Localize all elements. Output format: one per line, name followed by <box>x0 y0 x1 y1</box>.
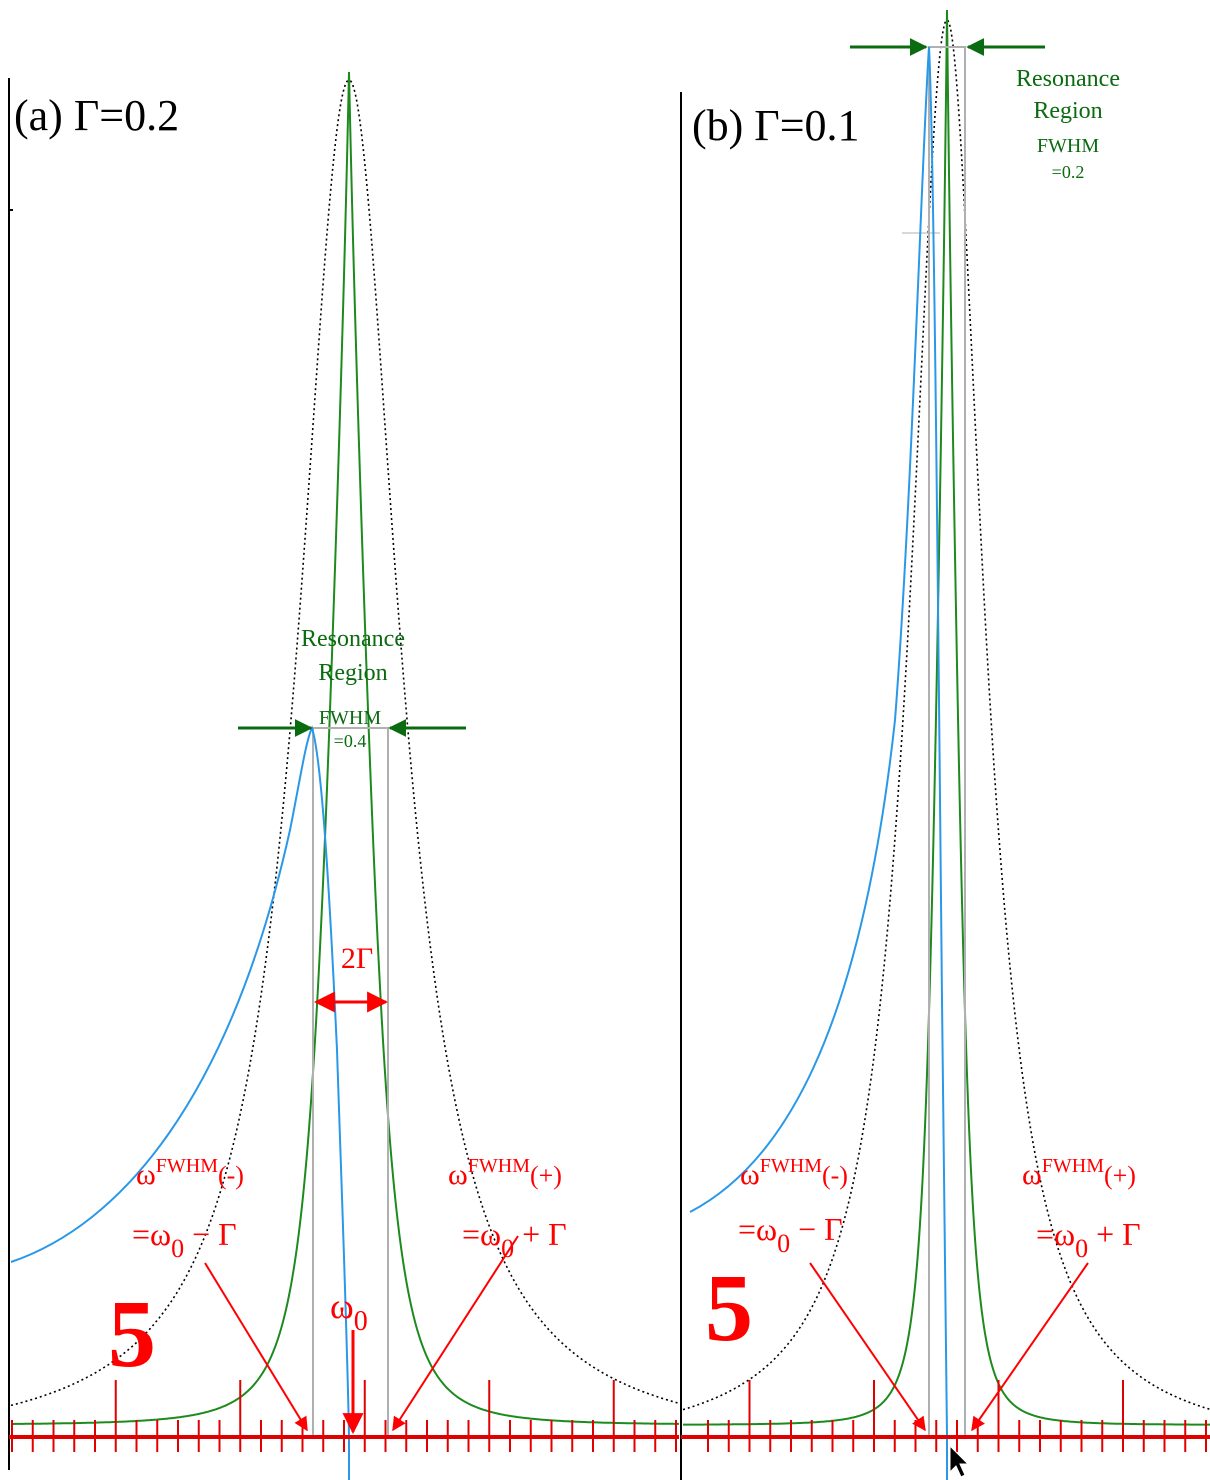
panel-b-plus-formula: =ω0 + Γ <box>1036 1216 1141 1263</box>
panel-a-minus-arrow <box>204 1262 308 1432</box>
mouse-pointer-icon <box>949 1444 970 1478</box>
panel-b-fwhm-value: =0.2 <box>1052 162 1085 182</box>
panel-a-omega0-symbol: ω <box>330 1286 354 1326</box>
panel-a-plus-sup: FWHM <box>468 1155 530 1177</box>
panel-a-minus-formula: =ω0 − Γ <box>132 1216 237 1263</box>
panel-a-dotted-curve <box>10 79 680 1407</box>
panel-b-fwhm-label: FWHM <box>1037 135 1099 157</box>
panel-a-blue-curve <box>10 725 350 1437</box>
panel-a-minus-sub: 0 <box>171 1234 184 1263</box>
panel-a-minus-rest: − Γ <box>184 1216 237 1252</box>
panel-b-minus-arrow <box>809 1262 926 1432</box>
panel-b-minus-sup: FWHM <box>760 1155 822 1177</box>
panel-b-minus-formula: =ω0 − Γ <box>738 1211 843 1258</box>
panel-a-omega0-label: ω0 <box>330 1286 368 1337</box>
panel-b-minus-omega: ω <box>740 1158 760 1191</box>
panel-b-big-number: 5 <box>705 1254 753 1361</box>
panel-b-minus-label: ωFWHM(-) <box>740 1155 848 1191</box>
panel-a-plus-rest: + Γ <box>514 1216 567 1252</box>
panel-a-minus-eq: =ω <box>132 1216 171 1252</box>
panel-b-region-line1: Resonance <box>1016 66 1120 92</box>
panel-b-title: (b) Γ=0.1 <box>692 101 860 150</box>
panel-b-minus-rest: − Γ <box>790 1211 843 1247</box>
panel-b: (b) Γ=0.1 Resonance Region FWHM =0.2 ωFW… <box>680 9 1210 1480</box>
panel-b-region-line2: Region <box>1033 98 1102 124</box>
panel-a-plus-eq: =ω <box>462 1216 501 1252</box>
panel-b-blue-curve <box>689 46 948 1437</box>
panel-a-width-label: 2Γ <box>341 942 373 975</box>
panel-b-minus-sub: 0 <box>777 1229 790 1258</box>
panel-a-omega0-subscript: 0 <box>354 1306 368 1337</box>
panel-b-plus-tail: (+) <box>1104 1161 1136 1190</box>
panel-a-minus-label: ωFWHM(-) <box>136 1155 244 1191</box>
panel-b-plus-sub: 0 <box>1075 1234 1088 1263</box>
panel-b-plus-sup: FWHM <box>1042 1155 1104 1177</box>
panel-a-title: (a) Γ=0.2 <box>14 91 179 140</box>
panel-a-green-curve <box>11 71 679 1425</box>
panel-b-dotted-curve <box>682 19 1210 1411</box>
panel-b-plus-omega: ω <box>1022 1158 1042 1191</box>
panel-a-plus-label: ωFWHM(+) <box>448 1155 562 1191</box>
panel-a: (a) Γ=0.2 Resonance Region FWHM =0.4 2Γ … <box>8 71 680 1480</box>
panel-a-region-line1: Resonance <box>301 626 405 652</box>
panel-b-plus-rest: + Γ <box>1088 1216 1141 1252</box>
panel-a-plus-arrow <box>392 1235 519 1432</box>
panel-b-minus-eq: =ω <box>738 1211 777 1247</box>
panel-b-plus-arrow <box>971 1262 1089 1432</box>
panel-a-minus-sup: FWHM <box>156 1155 218 1177</box>
panel-a-minus-omega: ω <box>136 1158 156 1191</box>
panel-a-region-line2: Region <box>318 660 387 686</box>
panel-a-minus-tail: (-) <box>218 1161 244 1190</box>
panel-b-minus-tail: (-) <box>822 1161 848 1190</box>
panel-b-plus-label: ωFWHM(+) <box>1022 1155 1136 1191</box>
panel-a-plus-omega: ω <box>448 1158 468 1191</box>
panel-a-x-ticks <box>11 1380 677 1452</box>
panel-a-plus-formula: =ω0 + Γ <box>462 1216 567 1263</box>
panel-a-fwhm-value: =0.4 <box>334 731 367 751</box>
panel-a-plus-tail: (+) <box>530 1161 562 1190</box>
panel-b-x-ticks <box>707 1380 1207 1452</box>
panel-b-plus-eq: =ω <box>1036 1216 1075 1252</box>
panel-a-big-number: 5 <box>108 1280 156 1387</box>
panel-a-fwhm-label: FWHM <box>319 707 381 729</box>
